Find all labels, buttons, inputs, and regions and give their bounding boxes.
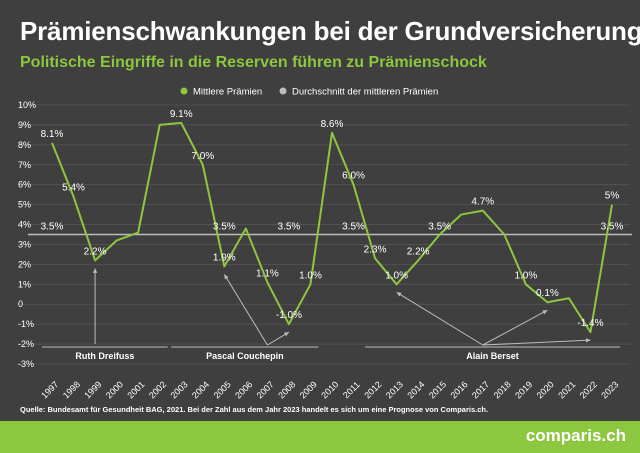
legend-label: Durchschnitt der mittleren Prämien <box>292 87 438 98</box>
y-tick-label: 9% <box>18 120 31 130</box>
x-tick-label: 2011 <box>341 379 362 400</box>
annotation-arrow <box>223 274 268 346</box>
data-label: 2.2% <box>407 246 430 257</box>
x-tick-label: 2023 <box>599 379 620 400</box>
data-label: 4.7% <box>471 197 494 208</box>
data-label: 1.0% <box>514 270 537 281</box>
y-tick-label: 8% <box>18 140 31 150</box>
footer-bar: comparis.ch <box>0 421 640 453</box>
source-note: Quelle: Bundesamt für Gesundheit BAG, 20… <box>20 405 489 414</box>
minister-label: Ruth Dreifuss <box>75 351 134 361</box>
annotation-arrowhead <box>396 292 402 297</box>
data-label: 1.0% <box>385 270 408 281</box>
x-tick-label: 1998 <box>61 379 82 400</box>
data-label: -1.0% <box>276 310 302 321</box>
x-tick-label: 2020 <box>535 379 556 400</box>
x-tick-label: 2015 <box>427 379 448 400</box>
x-tick-label: 2007 <box>255 379 276 400</box>
y-tick-label: 7% <box>18 160 31 170</box>
legend-label: Mittlere Prämien <box>193 87 262 98</box>
line-chart: 10%9%8%7%6%5%4%3%2%1%0-1%-2%-3%1997 1998 1… <box>18 87 632 400</box>
x-tick-label: 2002 <box>147 379 168 400</box>
data-label: 1.1% <box>256 268 279 279</box>
series-line-mittlere-praemien <box>51 121 613 334</box>
data-label: 9.1% <box>170 109 193 120</box>
x-tick-label: 2006 <box>233 379 254 400</box>
y-tick-label: -3% <box>18 359 34 369</box>
y-tick-label: 6% <box>18 180 31 190</box>
x-tick-label: 1997 <box>39 379 60 400</box>
x-tick-label: 2009 <box>298 379 319 400</box>
data-label: 5% <box>605 191 620 202</box>
annotation-arrowhead <box>585 338 591 343</box>
x-tick-label: 2017 <box>470 379 491 400</box>
x-tick-label: 2004 <box>190 379 211 400</box>
x-tick-label: 2019 <box>513 379 534 400</box>
annotation-arrowhead <box>283 332 289 337</box>
legend-marker-durchschnitt <box>279 87 287 95</box>
chart-title: Prämienschwankungen bei der Grundversich… <box>20 16 640 46</box>
data-label: -1.4% <box>577 318 603 329</box>
average-label: 3.5% <box>278 222 301 233</box>
x-tick-label: 2001 <box>125 379 146 400</box>
data-label: 7.0% <box>191 151 214 162</box>
data-label: 1.9% <box>213 252 236 263</box>
y-tick-label: -1% <box>18 319 34 329</box>
y-tick-label: 0 <box>18 299 23 309</box>
y-tick-label: -2% <box>18 339 34 349</box>
x-tick-label: 2016 <box>448 379 469 400</box>
x-tick-label: 2008 <box>276 379 297 400</box>
annotation-arrow <box>396 291 484 346</box>
x-tick-label: 1999 <box>82 379 103 400</box>
brand-logo: comparis.ch <box>525 426 626 445</box>
annotation-arrow <box>482 309 548 346</box>
x-tick-label: 2021 <box>556 379 577 400</box>
average-label: 3.5% <box>342 222 365 233</box>
x-tick-label: 2013 <box>384 379 405 400</box>
annotation-arrowhead <box>542 310 548 315</box>
y-tick-label: 5% <box>18 200 31 210</box>
legend-marker-mittlere-praemien <box>180 87 188 95</box>
data-label: 8.6% <box>321 119 344 130</box>
x-tick-label: 2018 <box>492 379 513 400</box>
x-tick-label: 2010 <box>319 379 340 400</box>
minister-label: Alain Berset <box>466 351 519 361</box>
average-label: 3.5% <box>428 222 451 233</box>
y-tick-label: 3% <box>18 239 31 249</box>
data-label: 1.0% <box>299 270 322 281</box>
data-label: 0.1% <box>536 288 559 299</box>
annotation-arrowhead <box>224 274 229 280</box>
x-tick-label: 2005 <box>212 379 233 400</box>
y-tick-label: 10% <box>18 100 36 110</box>
average-label: 3.5% <box>213 222 236 233</box>
y-tick-label: 4% <box>18 220 31 230</box>
chart-subtitle: Politische Eingriffe in die Reserven füh… <box>20 54 487 71</box>
y-tick-label: 1% <box>18 279 31 289</box>
minister-label: Pascal Couchepin <box>206 351 284 361</box>
data-label: 2.2% <box>84 246 107 257</box>
data-label: 6.0% <box>342 171 365 182</box>
x-tick-label: 2012 <box>362 379 383 400</box>
x-tick-label: 2000 <box>104 379 125 400</box>
data-label: 5.4% <box>62 183 85 194</box>
x-tick-label: 2003 <box>168 379 189 400</box>
data-label: 2.3% <box>364 244 387 255</box>
x-tick-label: 2014 <box>405 379 426 400</box>
annotation-arrow <box>482 339 591 346</box>
x-tick-label: 2022 <box>578 379 599 400</box>
average-label: 3.5% <box>601 222 624 233</box>
annotation-arrowhead <box>92 268 98 273</box>
data-label: 8.1% <box>41 129 64 140</box>
y-tick-label: 2% <box>18 259 31 269</box>
average-label: 3.5% <box>41 222 64 233</box>
